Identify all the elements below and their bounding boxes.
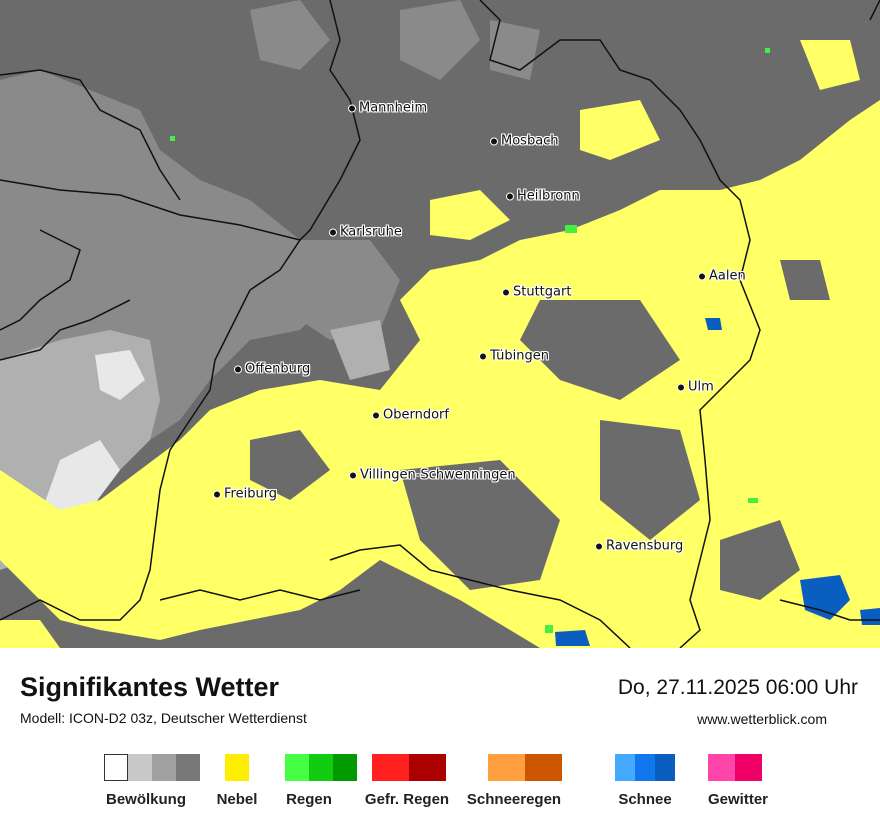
legend-swatch — [372, 754, 409, 781]
city-label: Freiburg — [224, 486, 278, 502]
legend-swatch — [409, 754, 446, 781]
city-label: Ulm — [688, 379, 714, 395]
legend-label: Gefr. Regen — [364, 791, 450, 808]
city-marker-icon — [595, 542, 603, 550]
legend-swatch — [333, 754, 357, 781]
city-freiburg[interactable]: Freiburg — [213, 487, 277, 502]
city-label: Stuttgart — [513, 284, 572, 300]
city-label: Tübingen — [490, 348, 549, 364]
city-mosbach[interactable]: Mosbach — [490, 134, 559, 149]
legend-label: Regen — [286, 791, 332, 808]
legend-swatch — [104, 754, 128, 781]
city-aalen[interactable]: Aalen — [698, 269, 746, 284]
legend-swatch — [309, 754, 333, 781]
city-marker-icon — [234, 365, 242, 373]
legend-swatch — [176, 754, 200, 781]
city-marker-icon — [490, 137, 498, 145]
city-tuebingen[interactable]: Tübingen — [479, 349, 549, 364]
legend-swatch — [635, 754, 655, 781]
footer: Signifikantes Wetter Modell: ICON-D2 03z… — [0, 648, 880, 830]
legend-swatch — [285, 754, 309, 781]
legend-nebel: Nebel — [217, 754, 257, 808]
city-marker-icon — [479, 352, 487, 360]
city-marker-icon — [329, 228, 337, 236]
city-karlsruhe[interactable]: Karlsruhe — [329, 225, 402, 240]
model-subtitle: Modell: ICON-D2 03z, Deutscher Wetterdie… — [20, 710, 307, 726]
legend-swatch — [488, 754, 525, 781]
legend-label: Schnee — [618, 791, 672, 808]
legend: Bewölkung Nebel Regen Gefr. Regen — [0, 754, 880, 814]
city-ravensburg[interactable]: Ravensburg — [595, 539, 683, 554]
legend-schnee: Schnee — [615, 754, 675, 808]
city-label: Karlsruhe — [340, 224, 402, 240]
city-marker-icon — [213, 490, 221, 498]
city-marker-icon — [502, 288, 510, 296]
legend-regen: Regen — [285, 754, 357, 808]
city-marker-icon — [677, 383, 685, 391]
city-label: Heilbronn — [517, 188, 580, 204]
website-link[interactable]: www.wetterblick.com — [697, 711, 827, 727]
legend-gewitter: Gewitter — [708, 754, 768, 808]
city-marker-icon — [372, 411, 380, 419]
forecast-datetime: Do, 27.11.2025 06:00 Uhr — [617, 676, 858, 699]
legend-swatch — [525, 754, 562, 781]
legend-bewoelkung: Bewölkung — [104, 754, 200, 808]
legend-swatch — [708, 754, 735, 781]
city-label: Ravensburg — [606, 538, 684, 554]
map-canvas — [0, 0, 880, 648]
city-label: Offenburg — [245, 361, 311, 377]
city-oberndorf[interactable]: Oberndorf — [372, 408, 449, 423]
legend-label: Nebel — [216, 791, 258, 808]
city-label: Mosbach — [501, 133, 559, 149]
map-title: Signifikantes Wetter — [20, 672, 280, 702]
city-mannheim[interactable]: Mannheim — [348, 101, 427, 116]
legend-swatch — [735, 754, 762, 781]
city-ulm[interactable]: Ulm — [677, 380, 714, 395]
legend-schneeregen: Schneeregen — [467, 754, 562, 808]
legend-label: Bewölkung — [105, 791, 187, 808]
city-marker-icon — [506, 192, 514, 200]
border-lines — [0, 0, 880, 648]
city-label: Oberndorf — [383, 407, 449, 423]
legend-gefr-regen: Gefr. Regen — [365, 754, 449, 808]
legend-swatch — [225, 754, 249, 781]
city-marker-icon — [349, 471, 357, 479]
city-marker-icon — [698, 272, 706, 280]
legend-label: Schneeregen — [466, 791, 562, 808]
city-label: Villingen-Schwenningen — [360, 467, 516, 483]
city-offenburg[interactable]: Offenburg — [234, 362, 310, 377]
weather-map[interactable]: Mannheim Mosbach Heilbronn Karlsruhe Aal… — [0, 0, 880, 648]
city-label: Aalen — [709, 268, 746, 284]
cloud-holes — [250, 260, 830, 600]
legend-swatch — [655, 754, 675, 781]
city-stuttgart[interactable]: Stuttgart — [502, 285, 571, 300]
legend-swatch — [615, 754, 635, 781]
legend-label: Gewitter — [707, 791, 769, 808]
city-heilbronn[interactable]: Heilbronn — [506, 189, 580, 204]
legend-swatch — [152, 754, 176, 781]
city-label: Mannheim — [359, 100, 428, 116]
city-marker-icon — [348, 104, 356, 112]
legend-swatch — [128, 754, 152, 781]
rain-areas — [170, 48, 770, 633]
city-villingen-schwenningen[interactable]: Villingen-Schwenningen — [349, 468, 516, 483]
